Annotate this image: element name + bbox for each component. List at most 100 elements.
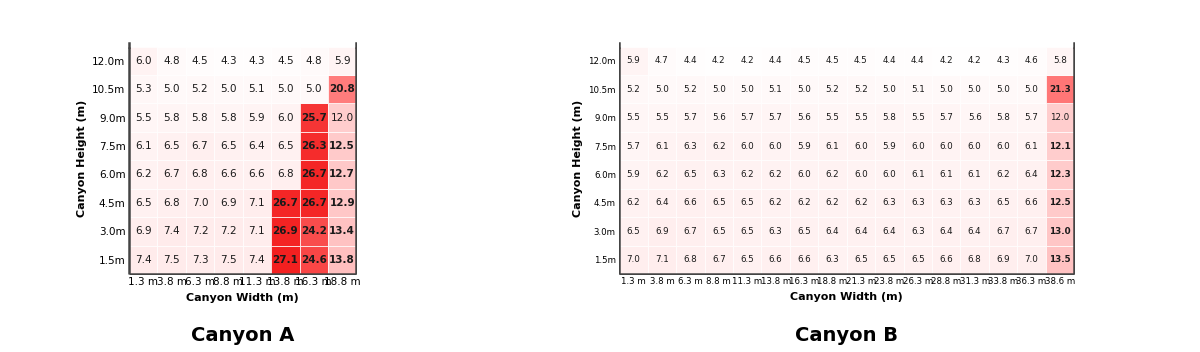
Title: Canyon A: Canyon A <box>191 326 294 345</box>
Bar <box>790 75 818 103</box>
Bar <box>960 75 989 103</box>
Bar <box>904 160 932 189</box>
Bar <box>242 189 271 217</box>
Text: 4.4: 4.4 <box>911 56 925 65</box>
Text: 6.8: 6.8 <box>968 255 982 264</box>
Text: 5.0: 5.0 <box>996 85 1010 94</box>
Text: 5.7: 5.7 <box>769 113 782 122</box>
Bar <box>619 46 648 75</box>
Text: 6.0: 6.0 <box>134 56 151 66</box>
Text: 4.8: 4.8 <box>306 56 322 66</box>
Bar <box>300 103 328 132</box>
Bar <box>648 132 676 160</box>
Text: 6.5: 6.5 <box>134 198 151 208</box>
Bar <box>733 132 762 160</box>
Bar <box>271 160 300 189</box>
Text: 12.7: 12.7 <box>329 169 355 180</box>
Bar <box>960 246 989 274</box>
Text: 5.2: 5.2 <box>854 85 868 94</box>
Bar <box>989 189 1018 217</box>
Text: 6.0: 6.0 <box>940 142 953 151</box>
Bar <box>818 75 847 103</box>
Bar <box>818 160 847 189</box>
Text: 4.5: 4.5 <box>854 56 868 65</box>
Bar <box>300 132 328 160</box>
Text: 4.4: 4.4 <box>769 56 782 65</box>
Text: 6.5: 6.5 <box>220 141 236 151</box>
Bar <box>242 46 271 75</box>
Bar <box>932 160 960 189</box>
Bar <box>818 46 847 75</box>
Bar <box>1045 46 1074 75</box>
Text: 6.9: 6.9 <box>220 198 236 208</box>
Bar <box>128 217 157 246</box>
Bar <box>157 160 186 189</box>
Text: 6.6: 6.6 <box>1025 199 1038 207</box>
Bar <box>790 46 818 75</box>
Text: 5.6: 5.6 <box>968 113 982 122</box>
Bar <box>960 132 989 160</box>
Text: 4.2: 4.2 <box>740 56 754 65</box>
Text: 12.1: 12.1 <box>1049 142 1070 151</box>
Bar <box>989 246 1018 274</box>
Text: 6.3: 6.3 <box>911 227 925 236</box>
Text: 5.9: 5.9 <box>334 56 350 66</box>
Text: 6.9: 6.9 <box>655 227 668 236</box>
Text: 5.0: 5.0 <box>655 85 668 94</box>
Text: 26.9: 26.9 <box>272 226 298 236</box>
Bar <box>762 189 790 217</box>
Text: 5.0: 5.0 <box>940 85 953 94</box>
Text: 5.2: 5.2 <box>826 85 839 94</box>
Text: 6.6: 6.6 <box>684 199 697 207</box>
Text: 5.8: 5.8 <box>996 113 1010 122</box>
Bar <box>157 246 186 274</box>
Text: 6.2: 6.2 <box>712 142 726 151</box>
Bar <box>648 103 676 132</box>
Text: 5.0: 5.0 <box>163 84 180 94</box>
Bar <box>215 217 242 246</box>
Bar <box>215 103 242 132</box>
Text: 6.5: 6.5 <box>712 199 726 207</box>
Bar <box>932 189 960 217</box>
Bar <box>960 160 989 189</box>
Text: 26.3: 26.3 <box>301 141 326 151</box>
Text: 6.7: 6.7 <box>996 227 1010 236</box>
Text: 6.2: 6.2 <box>826 170 839 179</box>
Text: 6.3: 6.3 <box>911 199 925 207</box>
Text: 7.5: 7.5 <box>220 255 236 265</box>
Bar <box>960 217 989 246</box>
Bar <box>704 160 733 189</box>
Y-axis label: Canyon Height (m): Canyon Height (m) <box>77 100 86 217</box>
Bar <box>904 217 932 246</box>
Bar <box>648 246 676 274</box>
Bar <box>128 46 157 75</box>
Text: 6.6: 6.6 <box>220 169 236 180</box>
Text: 4.2: 4.2 <box>712 56 726 65</box>
Bar <box>619 75 648 103</box>
Text: 6.4: 6.4 <box>940 227 953 236</box>
Bar <box>904 103 932 132</box>
Text: 5.9: 5.9 <box>248 113 265 122</box>
Bar <box>328 246 356 274</box>
Text: 6.0: 6.0 <box>911 142 925 151</box>
Bar <box>762 46 790 75</box>
Text: 13.8: 13.8 <box>329 255 355 265</box>
Bar <box>186 160 215 189</box>
Bar <box>676 132 704 160</box>
Bar <box>989 160 1018 189</box>
Text: 6.1: 6.1 <box>940 170 953 179</box>
Bar <box>128 189 157 217</box>
Bar <box>960 103 989 132</box>
Text: 6.0: 6.0 <box>797 170 811 179</box>
Bar <box>186 46 215 75</box>
Bar <box>157 189 186 217</box>
Bar <box>300 160 328 189</box>
Text: 7.2: 7.2 <box>192 226 209 236</box>
Bar <box>762 160 790 189</box>
Bar <box>704 217 733 246</box>
Bar <box>875 189 904 217</box>
Bar <box>300 189 328 217</box>
Text: 13.4: 13.4 <box>329 226 355 236</box>
Bar <box>704 189 733 217</box>
Bar <box>271 75 300 103</box>
